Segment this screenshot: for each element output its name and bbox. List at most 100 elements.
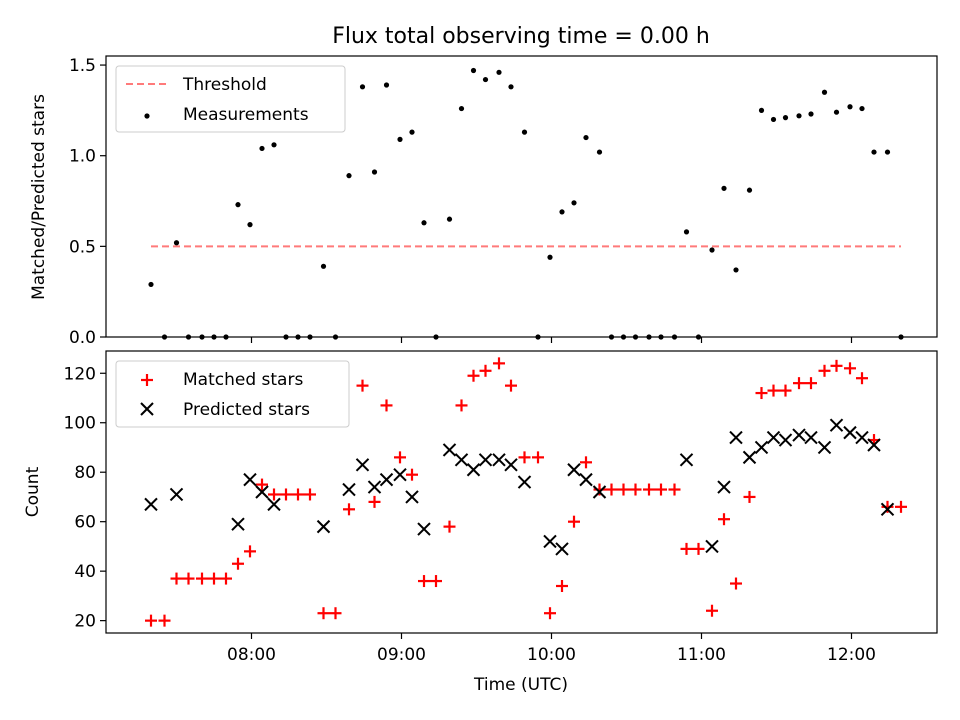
measurement-point (359, 84, 366, 90)
matched-star-point (730, 577, 742, 590)
predicted-star-point (504, 458, 518, 472)
matched-star-point (232, 557, 244, 570)
measurement-point (409, 129, 415, 135)
predicted-star-point (367, 480, 382, 494)
measurement-point (782, 115, 789, 121)
x-tick-label: 09:00 (377, 645, 426, 665)
x-tick-label: 08:00 (227, 645, 276, 665)
measurement-point (709, 247, 715, 253)
measurement-point (371, 169, 378, 175)
measurement-point (173, 240, 180, 246)
matched-star-point (268, 488, 280, 501)
chart-title: Flux total observing time = 0.00 h (332, 24, 710, 49)
ratio-axes-frame (105, 55, 938, 338)
count-y-ticks: 20 40 60 80 100 120 (64, 364, 106, 632)
predicted-star-point (169, 487, 184, 502)
measurement-point (458, 105, 465, 112)
matched-star-point (895, 500, 907, 513)
matched-star-point (196, 572, 208, 585)
x-tick-label: 12:00 (827, 645, 876, 665)
matched-star-point (380, 399, 393, 412)
predicted-star-point (543, 534, 557, 549)
measurement-point (508, 84, 514, 90)
count-y-tick-label: 40 (74, 562, 96, 582)
matched-star-point (605, 483, 618, 496)
predicted-star-point (567, 463, 581, 477)
matched-star-point (844, 362, 856, 375)
matched-star-point (467, 369, 480, 382)
matched-star-point (406, 468, 418, 481)
measurement-point (796, 113, 802, 119)
measurement-point (683, 229, 690, 235)
matched-star-point (220, 572, 232, 585)
matched-star-point (418, 575, 430, 588)
matched-star-point (505, 379, 517, 392)
predicted-star-point (379, 472, 394, 487)
matched-star-point (580, 456, 592, 469)
matched-star-point (170, 572, 183, 585)
ratio-y-tick-label: 0.5 (69, 237, 96, 257)
legend-measurements-label: Measurements (183, 105, 309, 125)
measurement-point (397, 136, 403, 142)
measurement-point (547, 254, 553, 260)
count-panel: 20 40 60 80 100 120 08:00 09:00 10:00 11:00 12:00… (23, 350, 938, 695)
measurement-point (571, 200, 577, 206)
matched-star-point (617, 483, 630, 496)
matched-star-point (755, 387, 768, 400)
predicted-star-point (843, 425, 857, 440)
measurement-point (721, 185, 727, 191)
measurement-point (884, 149, 891, 155)
matched-star-point (655, 483, 667, 496)
matched-star-point (532, 451, 544, 464)
measurement-point (446, 216, 453, 222)
measurement-point (859, 105, 865, 112)
ratio-panel: 0.0 0.5 1.0 1.5 Matched/Predicted stars Thr… (29, 55, 938, 348)
predicted-star-point (592, 485, 607, 499)
x-tick-label: 11:00 (677, 645, 726, 665)
measurement-point (833, 109, 840, 115)
measurement-point (559, 209, 565, 215)
predicted-star-point (717, 480, 731, 494)
measurement-point (421, 220, 427, 226)
legend-matched-label: Matched stars (183, 370, 303, 390)
measurement-point (758, 107, 765, 113)
matched-star-point (208, 572, 220, 585)
ratio-y-axis-label: Matched/Predicted stars (29, 94, 49, 300)
matched-star-point (280, 488, 292, 501)
count-axes-frame (105, 350, 938, 634)
legend-measurements-marker (144, 113, 150, 119)
matched-star-point (304, 488, 316, 501)
matched-star-point (568, 515, 580, 528)
matched-star-point (830, 359, 843, 372)
count-y-tick-label: 120 (64, 364, 96, 384)
matched-star-point (743, 490, 756, 503)
count-plot-area (144, 357, 907, 627)
measurement-point (871, 149, 877, 155)
ratio-x-ticks (250, 337, 853, 343)
measurement-point (583, 134, 589, 141)
predicted-star-point (817, 440, 832, 455)
measurement-point (383, 82, 390, 88)
x-tick-label: 10:00 (527, 645, 576, 665)
matched-star-point (292, 488, 304, 501)
matched-star-point (593, 483, 606, 496)
count-y-tick-label: 100 (64, 414, 96, 434)
predicted-star-point (742, 450, 757, 465)
ratio-y-tick-label: 0.0 (69, 328, 96, 348)
measurement-point (746, 187, 753, 193)
legend-predicted-label: Predicted stars (183, 400, 310, 420)
predicted-star-point (679, 453, 694, 467)
measurement-point (821, 89, 828, 95)
measurement-point (470, 67, 477, 74)
measurement-point (847, 104, 853, 110)
predicted-star-point (405, 490, 419, 504)
ratio-legend-box (115, 65, 346, 133)
matched-star-point (317, 607, 330, 620)
count-y-tick-label: 20 (74, 612, 96, 632)
matched-star-point (256, 478, 268, 491)
measurement-point (346, 173, 352, 179)
predicted-star-point (442, 443, 457, 457)
count-x-ticks: 08:00 09:00 10:00 11:00 12:00 (227, 633, 876, 665)
ratio-legend: Threshold Measurements (115, 65, 346, 133)
